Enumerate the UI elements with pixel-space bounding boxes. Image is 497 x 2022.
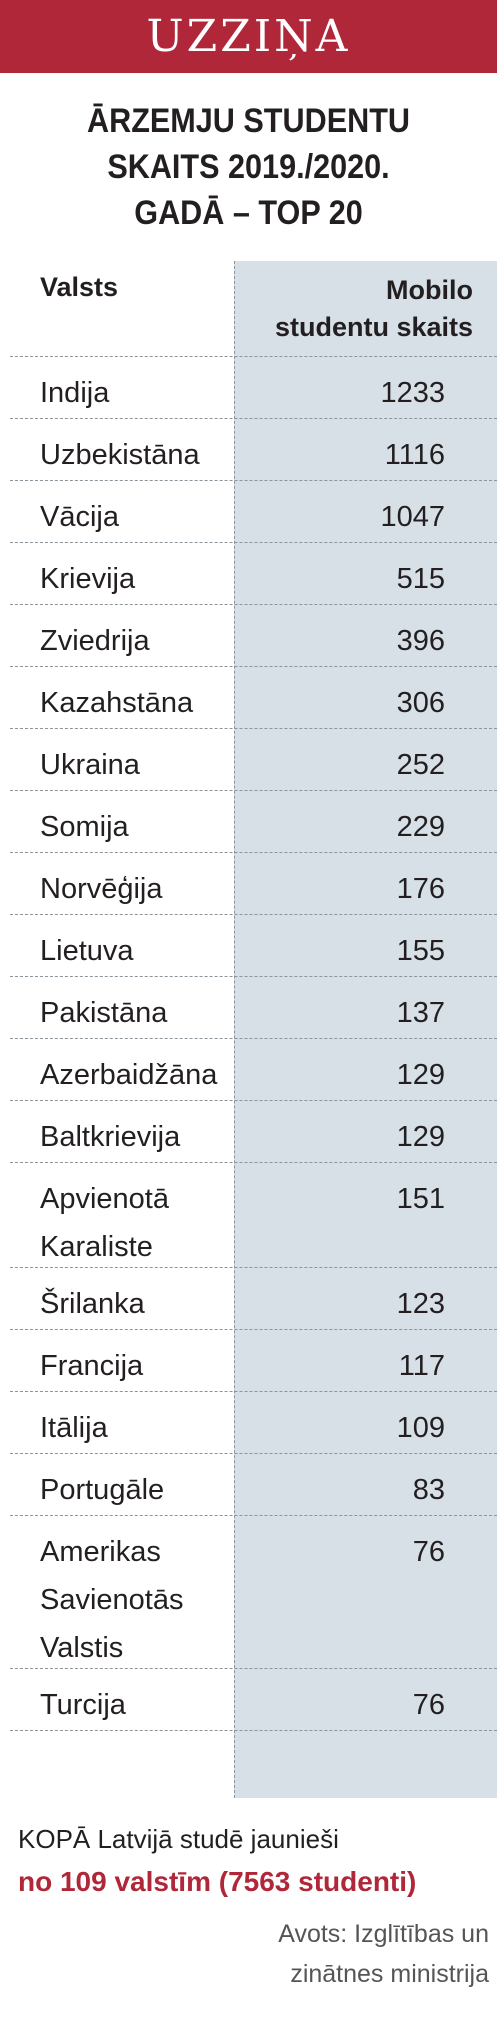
row-country: Uzbekistāna bbox=[40, 439, 200, 471]
row-count: 252 bbox=[396, 749, 445, 781]
row-divider bbox=[10, 1038, 497, 1039]
row-count: 76 bbox=[412, 1536, 445, 1568]
count-column-shade bbox=[234, 261, 497, 1798]
row-divider bbox=[10, 604, 497, 605]
row-country: Šrilanka bbox=[40, 1288, 145, 1320]
row-country: Francija bbox=[40, 1350, 144, 1382]
row-count: 151 bbox=[396, 1183, 445, 1215]
row-country: Turcija bbox=[40, 1689, 126, 1721]
header-country: Valsts bbox=[40, 272, 119, 302]
row-count: 137 bbox=[396, 997, 445, 1029]
source-line-1: Avots: Izglītības un bbox=[278, 1920, 489, 1948]
row-count: 1047 bbox=[380, 501, 445, 533]
row-divider bbox=[10, 790, 497, 791]
title-line-1: ĀRZEMJU STUDENTU bbox=[86, 102, 411, 140]
row-divider bbox=[10, 418, 497, 419]
row-country: Valstis bbox=[40, 1632, 124, 1664]
row-divider bbox=[10, 1453, 497, 1454]
row-country: Ukraina bbox=[40, 749, 140, 781]
row-divider bbox=[10, 1391, 497, 1392]
row-count: 176 bbox=[396, 873, 445, 905]
row-count: 306 bbox=[396, 687, 445, 719]
title-line-2: SKAITS 2019./2020. bbox=[107, 148, 390, 186]
row-divider bbox=[10, 1668, 497, 1669]
row-count: 117 bbox=[398, 1350, 445, 1382]
row-country: Norvēģija bbox=[40, 873, 163, 905]
row-country: Vācija bbox=[40, 501, 119, 533]
row-divider bbox=[10, 666, 497, 667]
page-title: ĀRZEMJU STUDENTU SKAITS 2019./2020. GADĀ… bbox=[25, 98, 472, 236]
row-country: Portugāle bbox=[40, 1474, 165, 1506]
row-divider bbox=[10, 1515, 497, 1516]
row-count: 229 bbox=[396, 811, 445, 843]
row-count: 155 bbox=[396, 935, 445, 967]
total-highlight: no 109 valstīm (7563 studenti) bbox=[18, 1866, 417, 1897]
row-divider bbox=[10, 1162, 497, 1163]
row-country: Azerbaidžāna bbox=[40, 1059, 218, 1091]
row-country: Itālija bbox=[40, 1412, 108, 1444]
total-text: KOPĀ Latvijā studē jaunieši bbox=[18, 1824, 339, 1854]
header-count-line-2: studentu skaits bbox=[274, 312, 473, 342]
row-country: Pakistāna bbox=[40, 997, 168, 1029]
row-country: Lietuva bbox=[40, 935, 134, 967]
banner: UZZIŅA bbox=[0, 0, 497, 73]
row-count: 396 bbox=[396, 625, 445, 657]
row-count: 83 bbox=[412, 1474, 445, 1506]
header-count-line-1: Mobilo bbox=[386, 275, 473, 305]
row-country: Amerikas bbox=[40, 1536, 161, 1568]
row-country: Savienotās bbox=[40, 1584, 184, 1616]
row-country: Karaliste bbox=[40, 1231, 153, 1263]
row-divider bbox=[10, 480, 497, 481]
row-divider bbox=[10, 914, 497, 915]
row-divider bbox=[10, 1329, 497, 1330]
row-divider bbox=[10, 852, 497, 853]
row-count: 123 bbox=[396, 1288, 445, 1320]
source-line-2: zinātnes ministrija bbox=[290, 1960, 489, 1988]
row-divider bbox=[10, 1730, 497, 1731]
header-count: Mobilo studentu skaits bbox=[223, 272, 473, 346]
source-note: Avots: Izglītības un zinātnes ministrija bbox=[189, 1914, 489, 1994]
row-count: 109 bbox=[396, 1412, 445, 1444]
row-divider bbox=[10, 356, 497, 357]
column-divider bbox=[234, 261, 235, 1798]
row-country: Baltkrievija bbox=[40, 1121, 181, 1153]
row-count: 1233 bbox=[380, 377, 445, 409]
row-country: Zviedrija bbox=[40, 625, 150, 657]
row-country: Krievija bbox=[40, 563, 136, 595]
row-country: Kazahstāna bbox=[40, 687, 194, 719]
row-count: 129 bbox=[396, 1121, 445, 1153]
banner-label: UZZIŅA bbox=[146, 11, 351, 62]
row-country: Somija bbox=[40, 811, 129, 843]
row-divider bbox=[10, 542, 497, 543]
row-divider bbox=[10, 728, 497, 729]
row-count: 1116 bbox=[384, 439, 445, 471]
row-country: Apvienotā bbox=[40, 1183, 169, 1215]
row-count: 515 bbox=[396, 563, 445, 595]
row-divider bbox=[10, 976, 497, 977]
row-divider bbox=[10, 1100, 497, 1101]
row-divider bbox=[10, 1267, 497, 1268]
title-line-3: GADĀ – TOP 20 bbox=[134, 194, 363, 232]
row-count: 76 bbox=[412, 1689, 445, 1721]
row-count: 129 bbox=[396, 1059, 445, 1091]
row-country: Indija bbox=[40, 377, 110, 409]
